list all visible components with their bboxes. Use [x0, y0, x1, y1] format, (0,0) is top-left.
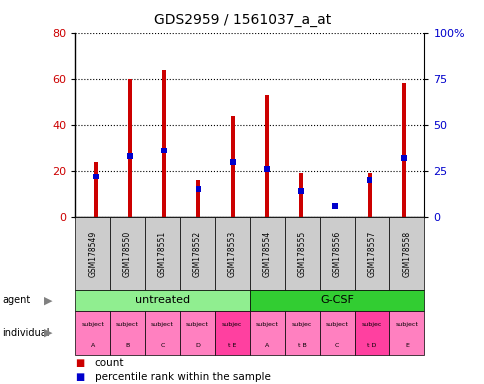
Text: GSM178551: GSM178551	[158, 230, 166, 276]
Bar	[298, 188, 303, 194]
Text: subject: subject	[185, 322, 209, 327]
Text: ▶: ▶	[44, 328, 53, 338]
Bar	[401, 83, 405, 217]
Text: GDS2959 / 1561037_a_at: GDS2959 / 1561037_a_at	[153, 13, 331, 27]
Text: G-CSF: G-CSF	[319, 295, 353, 306]
Text: agent: agent	[2, 295, 30, 306]
Text: percentile rank within the sample: percentile rank within the sample	[94, 372, 270, 382]
Text: subject: subject	[255, 322, 278, 327]
Bar	[92, 174, 98, 179]
Text: t B: t B	[297, 343, 306, 348]
Text: GSM178553: GSM178553	[227, 230, 236, 276]
Text: t D: t D	[366, 343, 376, 348]
Text: count: count	[94, 358, 124, 368]
Text: subject: subject	[81, 322, 104, 327]
Bar	[332, 203, 337, 209]
Bar	[229, 159, 235, 165]
Text: C: C	[334, 343, 339, 348]
Text: subject: subject	[394, 322, 418, 327]
Bar	[299, 173, 302, 217]
Bar	[196, 180, 200, 217]
Text: subjec: subjec	[361, 322, 381, 327]
Text: subjec: subjec	[222, 322, 242, 327]
Text: E: E	[404, 343, 408, 348]
Bar	[264, 95, 269, 217]
Text: subject: subject	[116, 322, 139, 327]
Text: GSM178550: GSM178550	[123, 230, 132, 276]
Text: individual: individual	[2, 328, 50, 338]
Bar	[162, 70, 166, 217]
Text: GSM178555: GSM178555	[297, 230, 306, 276]
Bar	[93, 162, 98, 217]
Bar	[195, 187, 201, 192]
Text: ■: ■	[75, 372, 84, 382]
Text: untreated: untreated	[135, 295, 190, 306]
Text: GSM178549: GSM178549	[88, 230, 97, 276]
Text: D: D	[195, 343, 199, 348]
Bar	[230, 116, 234, 217]
Bar	[128, 79, 132, 217]
Text: subject: subject	[325, 322, 348, 327]
Bar	[263, 166, 269, 172]
Text: GSM178552: GSM178552	[193, 230, 201, 276]
Text: GSM178554: GSM178554	[262, 230, 271, 276]
Bar	[367, 173, 371, 217]
Text: subjec: subjec	[291, 322, 312, 327]
Text: t E: t E	[227, 343, 236, 348]
Text: C: C	[160, 343, 165, 348]
Text: B: B	[125, 343, 129, 348]
Text: ▶: ▶	[44, 295, 53, 306]
Text: GSM178558: GSM178558	[402, 230, 410, 276]
Text: A: A	[265, 343, 269, 348]
Text: GSM178557: GSM178557	[367, 230, 376, 276]
Text: ■: ■	[75, 358, 84, 368]
Text: A: A	[91, 343, 94, 348]
Text: GSM178556: GSM178556	[332, 230, 341, 276]
Bar	[400, 155, 406, 161]
Bar	[127, 153, 133, 159]
Bar	[161, 148, 166, 154]
Text: subject: subject	[151, 322, 174, 327]
Bar	[366, 177, 372, 183]
